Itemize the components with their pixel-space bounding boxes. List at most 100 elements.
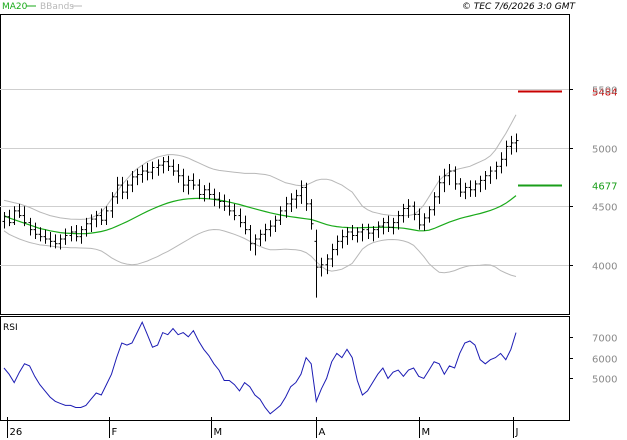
level-label-support: 4677 — [592, 182, 617, 193]
ohlc-bar — [371, 226, 376, 242]
ohlc-bar — [258, 229, 263, 247]
ohlc-bar — [391, 217, 396, 235]
ohlc-bar — [197, 179, 202, 200]
ohlc-bar — [74, 224, 79, 242]
ohlc-bar — [360, 223, 365, 242]
ohlc-bar — [330, 243, 335, 268]
legend-ma20: MA20 — [2, 2, 28, 12]
ohlc-bar — [186, 175, 191, 195]
ohlc-bar — [514, 133, 519, 153]
ohlc-bar — [12, 206, 17, 225]
bollinger-bands — [3, 114, 517, 277]
month-tick-label: 26 — [10, 427, 23, 438]
ohlc-bar — [145, 162, 150, 181]
ohlc-bar — [84, 217, 89, 237]
price-axis-ticks: 4000 4500 5000 5500 — [569, 86, 617, 273]
rsi-line-layer — [3, 320, 517, 415]
ohlc-bar — [17, 203, 22, 218]
ohlc-bar — [417, 208, 422, 230]
ohlc-bar — [222, 194, 227, 211]
ohlc-bar — [28, 217, 33, 236]
price-tick-label: 5500 — [592, 86, 617, 97]
ohlc-bar — [299, 180, 304, 204]
ohlc-bar — [345, 227, 350, 245]
ohlc-bar — [69, 226, 74, 242]
ohlc-bar — [473, 180, 478, 197]
ohlc-bar — [104, 206, 109, 225]
ohlc-bar — [94, 210, 99, 228]
ohlc-bar — [325, 254, 330, 275]
ohlc-bar — [150, 161, 155, 180]
price-tick-label: 5000 — [592, 145, 617, 156]
level-lines: 5484 4677 — [518, 88, 617, 193]
ohlc-bar — [181, 168, 186, 193]
ohlc-bar — [427, 206, 432, 223]
month-tick-label: M — [214, 427, 223, 438]
ohlc-bar — [504, 140, 509, 167]
ohlc-bar — [171, 159, 176, 176]
ohlc-bar — [263, 223, 268, 242]
ohlc-bar — [447, 164, 452, 186]
ohlc-bar — [125, 180, 130, 200]
ohlc-bar — [7, 209, 12, 227]
ohlc-bar — [176, 164, 181, 183]
ohlc-bar — [58, 234, 63, 250]
price-tick-label: 4500 — [592, 203, 617, 214]
month-tick-label: M — [422, 427, 431, 438]
ohlc-bar — [217, 192, 222, 209]
ohlc-bar — [355, 227, 360, 243]
ohlc-bar — [294, 189, 299, 209]
ohlc-bar — [340, 229, 345, 249]
ohlc-bar — [432, 192, 437, 216]
ohlc-bar — [412, 201, 417, 221]
ohlc-bar — [253, 234, 258, 256]
ohlc-bar — [161, 156, 166, 174]
ohlc-bar — [422, 213, 427, 231]
ohlc-bar — [22, 206, 27, 227]
rsi-panel-label: RSI — [3, 323, 18, 333]
ohlc-bar — [156, 159, 161, 176]
ohlc-bar — [130, 171, 135, 193]
ohlc-bar — [2, 212, 7, 229]
ohlc-bar — [319, 257, 324, 277]
ohlc-bar — [278, 206, 283, 225]
price-panel-frame — [0, 14, 570, 315]
bband-upper-line — [3, 114, 517, 220]
ohlc-bar — [135, 168, 140, 186]
ohlc-bar — [478, 175, 483, 193]
copyright-timestamp: © TEC 7/6/2026 3:0 GMT — [462, 2, 577, 12]
ohlc-bar — [232, 203, 237, 221]
rsi-tick-label: 5000 — [592, 375, 617, 386]
ohlc-bar — [202, 185, 207, 202]
ohlc-bar — [406, 199, 411, 218]
panel-frames — [0, 14, 570, 421]
ohlc-bar — [289, 193, 294, 213]
ohlc-bar — [386, 215, 391, 232]
ohlc-bar — [273, 215, 278, 232]
ohlc-bar — [238, 208, 243, 228]
ohlc-bar — [396, 210, 401, 230]
ma20-line-layer — [3, 195, 517, 235]
ohlc-bar — [79, 226, 84, 244]
ohlc-bar — [453, 166, 458, 190]
price-gridlines — [0, 89, 569, 266]
rsi-line — [3, 320, 517, 415]
month-tick-label: J — [515, 427, 519, 438]
ohlc-bar — [166, 155, 171, 172]
ohlc-bar — [468, 180, 473, 197]
ohlc-bar — [458, 178, 463, 197]
ohlc-bar — [381, 217, 386, 235]
rsi-axis-ticks: 5000 6000 7000 — [569, 334, 617, 386]
rsi-tick-label: 7000 — [592, 334, 617, 345]
legend-bbands: BBands — [40, 2, 74, 12]
ohlc-bar — [509, 135, 514, 155]
ohlc-bar — [248, 224, 253, 251]
ohlc-bar — [191, 173, 196, 190]
ohlc-bar — [463, 182, 468, 200]
month-tick-label: A — [319, 427, 326, 438]
ohlc-bar — [314, 229, 319, 298]
ohlc-bar — [376, 221, 381, 238]
ohlc-bar — [437, 175, 442, 204]
ohlc-bar — [488, 166, 493, 184]
